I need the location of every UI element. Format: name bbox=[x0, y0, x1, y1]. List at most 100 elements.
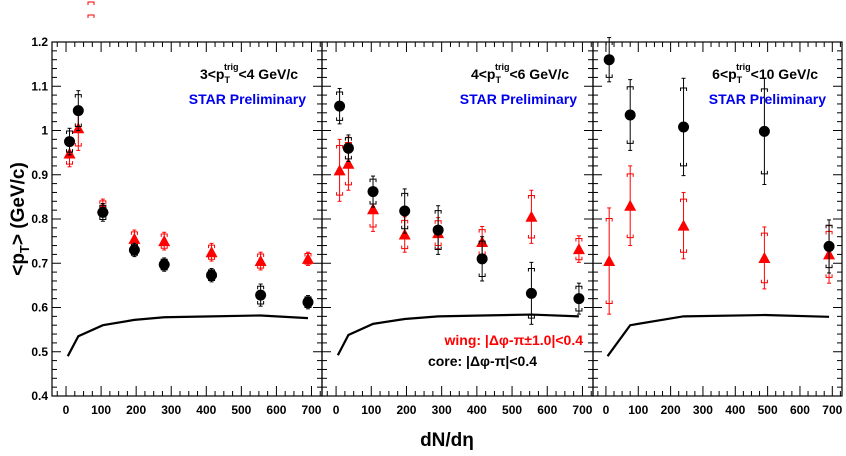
sys-bracket bbox=[99, 204, 107, 209]
sys-bracket bbox=[257, 300, 265, 305]
data-point-wing bbox=[301, 252, 314, 264]
sys-bracket bbox=[680, 87, 688, 92]
series-core bbox=[603, 37, 835, 274]
sys-bracket bbox=[369, 223, 377, 228]
y-tick-label: 1 bbox=[41, 124, 48, 138]
data-point-wing bbox=[624, 199, 637, 211]
data-point-wing bbox=[603, 255, 616, 267]
sys-bracket bbox=[605, 300, 613, 305]
panel-label: 4<pTtrig<6 GeV/c bbox=[471, 62, 569, 85]
sys-bracket bbox=[760, 170, 768, 175]
sys-bracket bbox=[575, 308, 583, 312]
x-tick-label: 300 bbox=[693, 403, 713, 417]
data-point-core bbox=[624, 109, 636, 121]
baseline-curve bbox=[606, 313, 830, 357]
data-point-wing bbox=[333, 164, 346, 176]
y-axis-title-post: > (GeV/c) bbox=[8, 162, 29, 245]
sys-bracket bbox=[825, 274, 833, 278]
panel-label: 6<pTtrig<10 GeV/c bbox=[712, 62, 818, 85]
sys-bracket bbox=[527, 268, 535, 272]
sys-bracket bbox=[575, 285, 583, 290]
x-axis-title-greek: η bbox=[462, 430, 474, 451]
x-axis-title: dN/dη bbox=[420, 430, 474, 451]
x-tick-label: 700 bbox=[572, 403, 592, 417]
data-point-core bbox=[158, 259, 170, 271]
sys-bracket bbox=[605, 41, 613, 45]
sys-bracket bbox=[478, 229, 486, 233]
sys-bracket bbox=[527, 195, 535, 199]
series-core bbox=[334, 87, 585, 325]
y-axis-title-pre: <p bbox=[8, 253, 29, 276]
sys-bracket bbox=[401, 245, 409, 250]
sys-bracket bbox=[344, 137, 352, 141]
sys-bracket bbox=[626, 140, 634, 144]
baseline-curve bbox=[66, 314, 309, 357]
sys-bracket bbox=[99, 200, 107, 204]
y-tick-label: 1.2 bbox=[31, 35, 48, 49]
sys-bracket bbox=[257, 285, 265, 290]
data-point-core bbox=[603, 54, 615, 66]
y-tick-label: 0.8 bbox=[31, 212, 48, 226]
sys-bracket bbox=[626, 173, 634, 177]
x-tick-label: 0 bbox=[333, 403, 340, 417]
sys-bracket bbox=[99, 216, 107, 220]
x-tick-label: 100 bbox=[628, 403, 648, 417]
sys-bracket bbox=[257, 253, 265, 257]
sys-bracket bbox=[336, 117, 344, 121]
panel-label: 3<pTtrig<4 GeV/c bbox=[200, 62, 298, 85]
sys-bracket bbox=[605, 218, 613, 222]
x-axis-title-pre: dN/d bbox=[420, 430, 462, 451]
y-tick-label: 0.6 bbox=[31, 301, 48, 315]
sys-bracket bbox=[680, 249, 688, 253]
data-point-core bbox=[64, 136, 76, 148]
data-point-wing bbox=[758, 251, 771, 263]
data-point-core bbox=[476, 253, 488, 265]
x-tick-label: 500 bbox=[502, 403, 522, 417]
data-point-core bbox=[128, 244, 140, 256]
sys-bracket bbox=[825, 264, 833, 269]
data-point-core bbox=[206, 269, 218, 281]
data-point-wing bbox=[205, 246, 218, 258]
sys-bracket bbox=[527, 235, 535, 239]
data-point-core bbox=[367, 186, 379, 198]
data-point-wing bbox=[342, 157, 355, 169]
panel-label-pre: 4<p bbox=[471, 66, 496, 82]
baseline-curve bbox=[336, 313, 579, 356]
y-tick-label: 1.1 bbox=[31, 79, 48, 93]
sys-bracket bbox=[74, 94, 82, 98]
x-tick-label: 600 bbox=[790, 403, 810, 417]
data-point-wing bbox=[367, 203, 380, 215]
panel-label-post: <4 GeV/c bbox=[238, 66, 298, 82]
sys-bracket bbox=[680, 198, 688, 203]
x-tick-label: 300 bbox=[161, 403, 181, 417]
data-point-core bbox=[573, 293, 585, 305]
x-tick-label: 500 bbox=[758, 403, 778, 417]
panel-label-post: <6 GeV/c bbox=[509, 66, 569, 82]
data-point-wing bbox=[398, 228, 411, 240]
y-axis-title-sub: T bbox=[17, 245, 32, 253]
y-tick-label: 0.5 bbox=[31, 345, 48, 359]
x-tick-label: 100 bbox=[91, 403, 111, 417]
sys-bracket bbox=[527, 315, 535, 319]
x-tick-label: 0 bbox=[63, 403, 70, 417]
sys-bracket bbox=[478, 240, 486, 245]
series-wing bbox=[63, 105, 314, 271]
x-tick-label: 200 bbox=[661, 403, 681, 417]
preliminary-label: STAR Preliminary bbox=[189, 91, 306, 107]
series-core bbox=[64, 90, 314, 310]
sys-bracket bbox=[336, 91, 344, 96]
sys-bracket bbox=[575, 256, 583, 261]
offscale-bracket bbox=[87, 1, 95, 18]
y-tick-label: 0.7 bbox=[31, 256, 48, 270]
sys-bracket bbox=[401, 192, 409, 197]
sys-bracket bbox=[825, 224, 833, 229]
series-wing bbox=[603, 165, 836, 315]
sys-bracket bbox=[74, 142, 82, 147]
data-point-core bbox=[758, 125, 770, 137]
panel-label-sub: T bbox=[495, 75, 501, 85]
preliminary-label: STAR Preliminary bbox=[709, 91, 826, 107]
data-point-wing bbox=[128, 232, 141, 244]
sys-bracket bbox=[130, 231, 138, 235]
x-tick-label: 400 bbox=[725, 403, 745, 417]
data-point-wing bbox=[254, 255, 267, 267]
